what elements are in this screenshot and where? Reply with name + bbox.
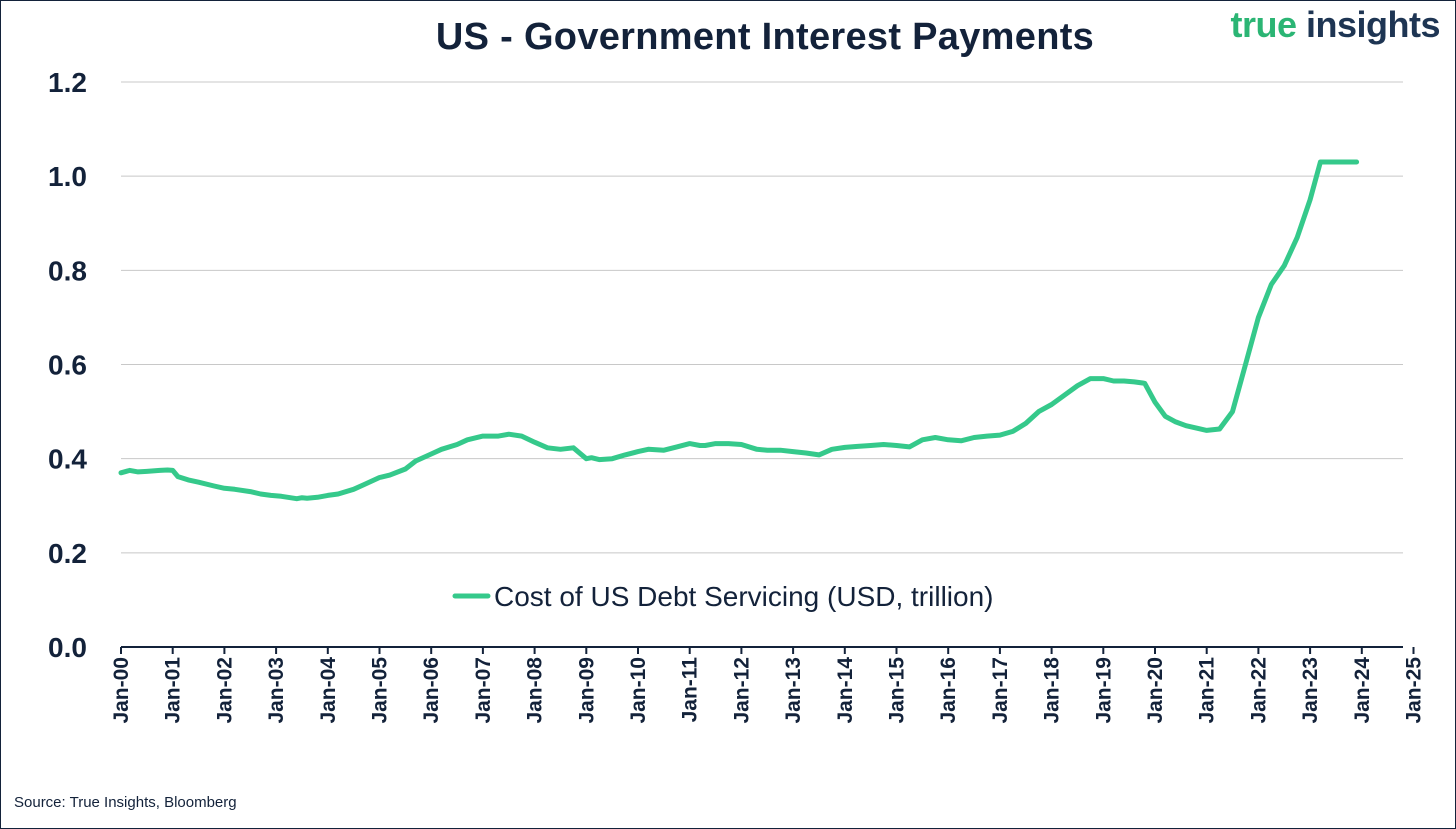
x-tick-label: Jan-10 (627, 657, 650, 724)
x-tick-label: Jan-17 (989, 657, 1012, 724)
chart-title: US - Government Interest Payments (435, 16, 1095, 58)
x-tick-label: Jan-15 (886, 657, 909, 724)
x-tick-label: Jan-04 (317, 657, 340, 724)
x-tick-label: Jan-12 (730, 657, 753, 724)
y-tick-label: 1.0 (48, 161, 87, 192)
y-tick-label: 1.2 (48, 67, 87, 98)
legend-label: Cost of US Debt Servicing (USD, trillion… (494, 581, 993, 612)
logo-word-true: true (1230, 4, 1297, 45)
x-tick-label: Jan-02 (213, 657, 236, 724)
y-tick-label: 0.2 (48, 538, 87, 569)
true-insights-logo: true insights (1230, 4, 1440, 46)
x-tick-label: Jan-23 (1299, 657, 1322, 724)
x-tick-label: Jan-07 (472, 657, 495, 724)
x-tick-label: Jan-06 (420, 657, 443, 724)
x-tick-label: Jan-01 (162, 657, 185, 724)
x-tick-label: Jan-16 (937, 657, 960, 724)
x-tick-label: Jan-11 (679, 657, 702, 723)
x-tick-label: Jan-00 (110, 657, 133, 724)
x-tick-label: Jan-20 (1144, 657, 1167, 724)
y-tick-label: 0.8 (48, 255, 87, 286)
x-tick-label: Jan-19 (1092, 657, 1115, 724)
x-tick-label: Jan-09 (575, 657, 598, 724)
series-line (118, 159, 1360, 502)
x-tick-label: Jan-05 (369, 657, 392, 724)
y-tick-label: 0.6 (48, 350, 87, 381)
logo-word-insights: insights (1305, 4, 1441, 45)
source-note: Source: True Insights, Bloomberg (14, 794, 237, 811)
x-tick-label: Jan-24 (1351, 657, 1374, 724)
x-tick-label: Jan-25 (1403, 657, 1426, 724)
x-tick-label: Jan-03 (265, 657, 288, 724)
y-tick-label: 0.4 (48, 444, 87, 475)
x-tick-label: Jan-22 (1247, 657, 1270, 724)
x-tick-label: Jan-18 (1041, 657, 1064, 724)
x-tick-label: Jan-21 (1196, 657, 1219, 724)
x-tick-label: Jan-08 (524, 657, 547, 724)
y-tick-label: 0.0 (48, 632, 87, 663)
x-tick-label: Jan-14 (834, 657, 857, 724)
x-tick-label: Jan-13 (782, 657, 805, 724)
